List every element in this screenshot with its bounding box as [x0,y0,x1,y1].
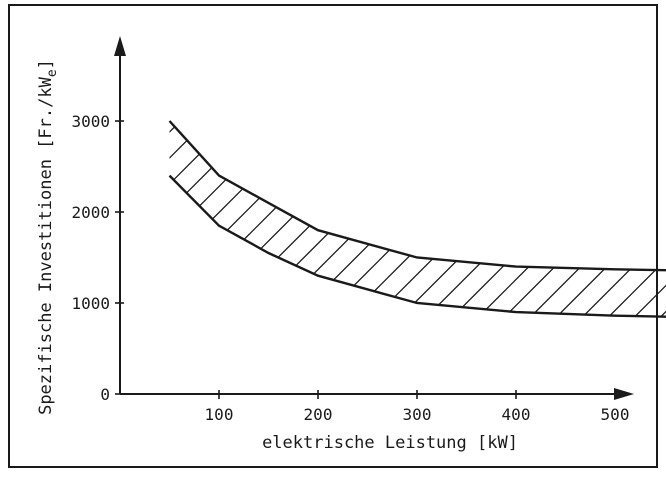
hatch-line [661,123,666,318]
y-axis-label-end: ] [36,59,56,69]
x-tick-label: 300 [403,405,432,424]
hatch-line [0,124,152,394]
y-axis-label-subscript: e [45,69,60,77]
hatch-line [349,123,620,318]
y-tick-label: 0 [100,385,110,404]
x-axis-arrow-icon [614,388,634,400]
hatch-line [583,123,666,318]
x-axis-label: elektrische Leistung [kW] [262,433,518,453]
hatch-line [169,123,334,318]
hatch-line [427,123,666,318]
y-tick-label: 3000 [71,112,110,131]
hatch-line [169,123,178,318]
chart-frame [8,4,658,468]
x-tick-label: 200 [304,405,333,424]
y-tick-label: 2000 [71,203,110,222]
hatch-line [479,123,666,318]
x-ticks: 100200300400500600 [205,390,630,424]
hatch-line [169,123,230,318]
hatch-line [531,123,666,318]
hatch-line [169,123,386,318]
y-ticks: 0 1000 2000 3000 [71,112,124,404]
hatch-line [219,123,490,318]
x-tick-label: 500 [601,405,630,424]
hatch-line [169,123,204,318]
hatch-line [271,123,542,318]
lower-bound-line [168,174,666,318]
hatch-line [169,123,308,318]
hatch-line [505,123,666,318]
hatch-line [557,123,666,318]
hatch-line [453,123,666,318]
hatch-line [169,123,412,318]
y-axis-arrow-icon [114,36,126,56]
y-axis-label: Spezifische Investitionen [Fr./kWe] [36,59,60,415]
y-axis-label-main: Spezifische Investitionen [Fr./kW [36,76,56,415]
hatch-line [0,124,126,394]
hatch-line [609,123,666,318]
y-tick-label: 1000 [71,294,110,313]
x-tick-label: 400 [502,405,531,424]
hatch-line [245,123,516,318]
hatch-line [169,123,360,318]
x-tick-label: 100 [205,405,234,424]
hatch-line [323,123,594,318]
hatch-line [635,123,666,318]
hatch-line [375,123,646,318]
hatch-line [169,123,256,318]
upper-bound-line [168,120,666,272]
hatch-fill [0,123,666,394]
